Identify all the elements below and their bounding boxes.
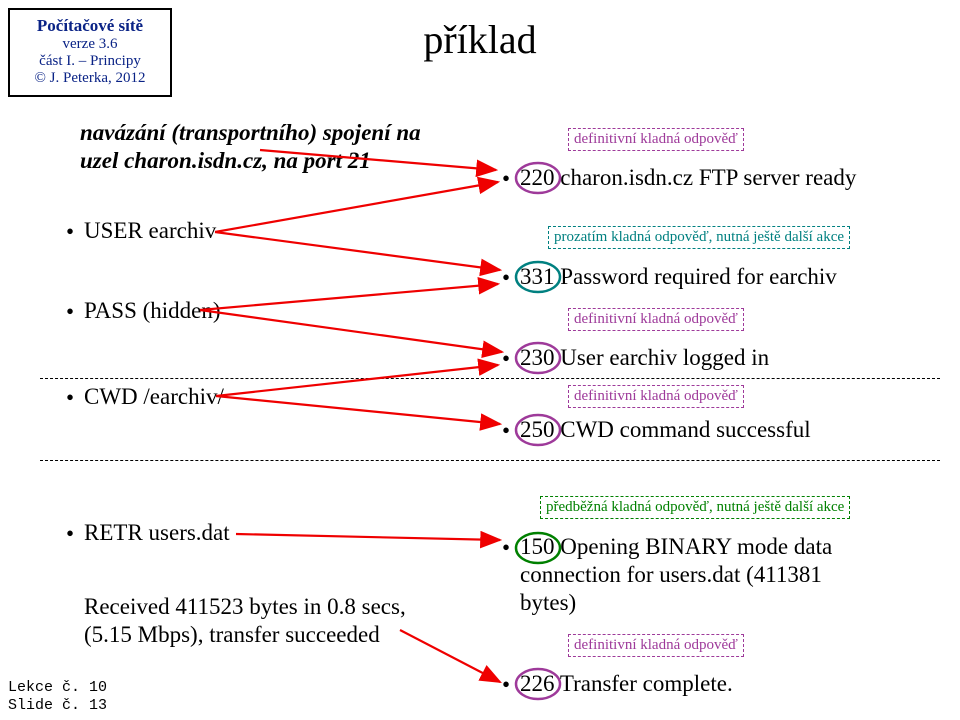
slide-header: Počítačové sítě verze 3.6 část I. – Prin… [8,8,172,97]
left-user: USER earchiv [84,218,216,244]
slide-title: příklad [423,16,536,63]
right-150b: connection for users.dat (411381 [520,562,822,588]
note-definitive-4: definitivní kladná odpověď [568,634,744,657]
right-226: 226 Transfer complete. [520,671,733,697]
left-recv2: (5.15 Mbps), transfer succeeded [84,622,380,648]
divider-2 [40,460,940,461]
divider-1 [40,378,940,379]
right-150a: 150 Opening BINARY mode data [520,534,832,560]
note-prozatim: prozatím kladná odpověď, nutná ještě dal… [548,226,850,249]
header-line3: část I. – Principy [18,53,162,70]
footer-line2: Slide č. 13 [8,697,107,714]
header-line2: verze 3.6 [18,36,162,53]
note-predbezna: předběžná kladná odpověď, nutná ještě da… [540,496,850,519]
left-retr: RETR users.dat [84,520,230,546]
header-line4: © J. Peterka, 2012 [18,70,162,87]
left-cwd: CWD /earchiv/ [84,384,224,410]
note-definitive-2: definitivní kladná odpověď [568,308,744,331]
left-intro-1: navázání (transportního) spojení na [80,120,421,146]
left-intro-2: uzel charon.isdn.cz, na port 21 [80,148,371,174]
right-220: 220 charon.isdn.cz FTP server ready [520,165,856,191]
note-definitive-3: definitivní kladná odpověď [568,385,744,408]
right-250: 250 CWD command successful [520,417,811,443]
right-331: 331 Password required for earchiv [520,264,837,290]
left-pass: PASS (hidden) [84,298,221,324]
right-150c: bytes) [520,590,576,616]
slide-root: Počítačové sítě verze 3.6 část I. – Prin… [0,0,960,720]
note-definitive-1: definitivní kladná odpověď [568,128,744,151]
right-230: 230 User earchiv logged in [520,345,769,371]
left-recv1: Received 411523 bytes in 0.8 secs, [84,594,406,620]
header-line1: Počítačové sítě [18,16,162,36]
footer-line1: Lekce č. 10 [8,679,107,696]
